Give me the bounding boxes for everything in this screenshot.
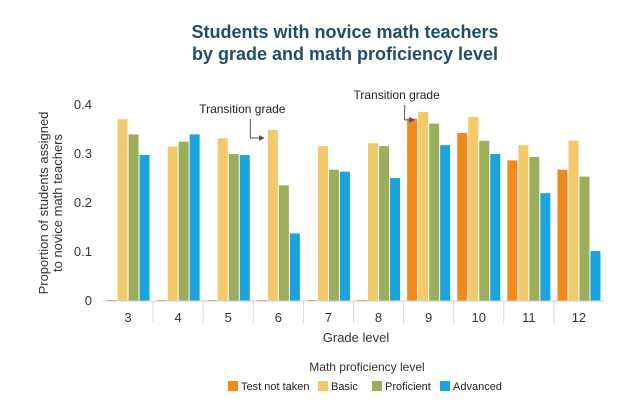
legend-label: Advanced: [453, 381, 502, 393]
bar-proficient-grade-4: [178, 141, 189, 301]
transition-grade-annotation: Transition grade: [199, 102, 286, 116]
bars: [106, 111, 601, 323]
bar-proficient-grade-5: [228, 154, 239, 301]
bar-basic-grade-9: [418, 111, 429, 301]
bar-basic-grade-11: [518, 145, 529, 301]
x-tick-label: 12: [572, 310, 586, 325]
bar-test-not-taken-grade-12: [557, 169, 568, 301]
bar-advanced-grade-4: [189, 134, 200, 301]
bar-advanced-grade-6: [289, 233, 300, 301]
y-tick-label: 0.1: [74, 244, 92, 259]
x-tick-label: 5: [225, 310, 232, 325]
x-tick-label: 4: [175, 310, 182, 325]
bar-basic-grade-12: [568, 140, 579, 301]
x-tick-label: 8: [375, 310, 382, 325]
y-axis-label-line-2: to novice math teachers: [50, 133, 65, 272]
bar-proficient-grade-6: [278, 185, 289, 301]
legend-label: Test not taken: [241, 381, 310, 393]
x-tick-label: 10: [472, 310, 486, 325]
x-axis: 3 4 5 6 7 8 9 10 11 12: [124, 310, 586, 325]
chart-title-line-2: by grade and math proficiency level: [192, 44, 498, 64]
transition-grade-annotation: Transition grade: [354, 88, 441, 102]
bar-advanced-grade-8: [390, 178, 401, 301]
y-axis-label-line-1: Proportion of students assigned: [36, 112, 51, 295]
bar-advanced-grade-10: [490, 154, 501, 301]
annotation-arrow: [404, 105, 416, 123]
bar-basic-grade-6: [267, 129, 278, 301]
bar-advanced-grade-11: [540, 193, 551, 301]
bar-basic-grade-7: [317, 146, 328, 301]
legend-swatch: [372, 381, 382, 391]
x-axis-label: Grade level: [323, 330, 390, 345]
bar-test-not-taken-grade-9: [407, 118, 418, 301]
bar-proficient-grade-7: [328, 169, 339, 301]
y-tick-label: 0.4: [74, 97, 92, 112]
legend-label: Proficient: [385, 381, 431, 393]
bar-basic-grade-3: [117, 119, 128, 302]
legend: Test not taken Basic Proficient Advanced: [228, 381, 502, 393]
bar-proficient-grade-9: [429, 123, 440, 302]
bar-advanced-grade-7: [339, 171, 350, 301]
annotation-arrow: [249, 119, 265, 141]
legend-title: Math proficiency level: [309, 360, 424, 374]
legend-swatch: [318, 381, 328, 391]
legend-label: Basic: [331, 381, 358, 393]
x-tick-label: 9: [425, 310, 432, 325]
x-tick-label: 11: [522, 310, 536, 325]
x-tick-label: 3: [124, 310, 131, 325]
bar-basic-grade-8: [368, 143, 379, 301]
legend-swatch: [228, 381, 238, 391]
y-tick-label: 0: [85, 293, 92, 308]
bar-proficient-grade-11: [529, 156, 540, 301]
bar-advanced-grade-5: [239, 154, 250, 301]
x-tick-label: 7: [325, 310, 332, 325]
x-tick-label: 6: [275, 310, 282, 325]
bar-basic-grade-5: [217, 138, 228, 301]
annotations: Transition grade Transition grade: [199, 88, 441, 141]
y-tick-label: 0.3: [74, 146, 92, 161]
bar-advanced-grade-3: [139, 154, 150, 301]
bar-test-not-taken-grade-11: [507, 160, 518, 301]
bar-advanced-grade-12: [590, 251, 601, 301]
bar-test-not-taken-grade-10: [457, 132, 468, 301]
bar-basic-grade-10: [468, 116, 479, 301]
bar-proficient-grade-8: [379, 146, 390, 301]
bar-proficient-grade-10: [479, 140, 490, 301]
legend-swatch: [440, 381, 450, 391]
y-tick-label: 0.2: [74, 195, 92, 210]
bar-proficient-grade-12: [579, 176, 590, 301]
y-axis: 0 0.1 0.2 0.3 0.4: [74, 97, 92, 308]
bar-advanced-grade-9: [440, 145, 451, 301]
bar-basic-grade-4: [167, 146, 178, 301]
bar-proficient-grade-3: [128, 134, 139, 301]
chart-title-line-1: Students with novice math teachers: [191, 22, 498, 42]
